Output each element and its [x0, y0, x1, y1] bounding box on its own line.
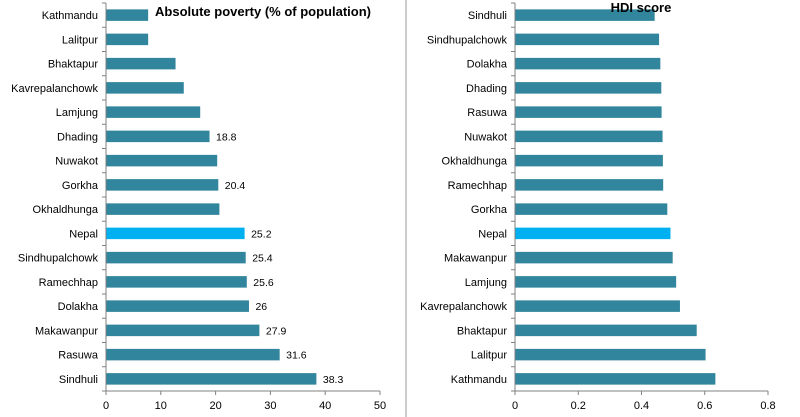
- poverty-category-label: Lamjung: [56, 107, 98, 119]
- hdi-x-tick-label: 0.2: [571, 400, 586, 412]
- hdi-x-tick-label: 0.6: [697, 400, 712, 412]
- poverty-data-label: 25.2: [251, 228, 272, 240]
- poverty-x-tick-label: 40: [319, 400, 331, 412]
- poverty-category-label: Dhading: [57, 131, 98, 143]
- hdi-category-label: Rasuwa: [467, 107, 508, 119]
- hdi-category-label: Lamjung: [465, 277, 507, 289]
- poverty-category-label: Rasuwa: [58, 350, 99, 362]
- hdi-bar-gorkha: [515, 203, 668, 215]
- hdi-category-label: Ramechhap: [448, 180, 507, 192]
- hdi-x-tick-label: 0.8: [760, 400, 775, 412]
- poverty-bar-ramechhap: [106, 276, 247, 288]
- poverty-bar-nuwakot: [106, 154, 218, 167]
- poverty-bar-sindhupalchowk: [106, 251, 246, 264]
- hdi-category-label: Kathmandu: [451, 374, 507, 386]
- hdi-bar-makawanpur: [515, 251, 673, 264]
- poverty-category-label: Sindhuli: [59, 374, 98, 386]
- poverty-bar-bhaktapur: [106, 57, 176, 70]
- poverty-category-label: Gorkha: [62, 180, 99, 192]
- poverty-category-label: Makawanpur: [35, 325, 98, 337]
- hdi-bar-nuwakot: [515, 130, 663, 143]
- poverty-x-tick-label: 30: [264, 400, 276, 412]
- hdi-bar-lalitpur: [515, 348, 706, 361]
- hdi-bar-sindhupalchowk: [515, 33, 660, 46]
- hdi-category-label: Bhaktapur: [457, 325, 507, 337]
- hdi-x-tick-label: 0.4: [634, 400, 649, 412]
- hdi-category-label: Dolakha: [467, 59, 508, 71]
- poverty-category-label: Kathmandu: [42, 10, 98, 22]
- hdi-category-label: Sindhupalchowk: [427, 34, 508, 46]
- hdi-x-tick-label: 0: [512, 400, 518, 412]
- poverty-category-label: Kavrepalanchowk: [11, 83, 98, 95]
- poverty-bar-gorkha: [106, 179, 219, 191]
- poverty-data-label: 27.9: [266, 325, 287, 337]
- hdi-bar-dhading: [515, 82, 662, 94]
- poverty-data-label: 31.6: [286, 350, 307, 362]
- poverty-bar-sindhuli: [106, 373, 317, 385]
- poverty-x-tick-label: 10: [155, 400, 167, 412]
- poverty-x-tick-label: 20: [209, 400, 221, 412]
- poverty-bar-dhading: [106, 130, 210, 143]
- poverty-x-tick-label: 0: [103, 400, 109, 412]
- hdi-bar-nepal: [515, 227, 671, 240]
- poverty-data-label: 26: [255, 301, 267, 313]
- hdi-bar-okhaldhunga: [515, 154, 663, 167]
- poverty-bar-okhaldhunga: [106, 203, 220, 215]
- hdi-category-label: Makawanpur: [444, 253, 507, 265]
- poverty-bar-rasuwa: [106, 348, 280, 361]
- poverty-data-label: 25.4: [252, 253, 273, 265]
- hdi-category-label: Gorkha: [471, 204, 508, 216]
- poverty-bar-kathmandu: [106, 9, 149, 21]
- poverty-data-label: 20.4: [225, 180, 246, 192]
- poverty-chart-title: Absolute poverty (% of population): [155, 4, 371, 19]
- hdi-bar-sindhuli: [515, 9, 655, 21]
- poverty-category-label: Ramechhap: [39, 277, 98, 289]
- poverty-category-label: Nuwakot: [55, 156, 98, 168]
- hdi-category-label: Nepal: [478, 228, 507, 240]
- hdi-bar-kathmandu: [515, 373, 716, 385]
- poverty-bar-nepal: [106, 227, 245, 240]
- poverty-bar-lalitpur: [106, 33, 149, 46]
- hdi-category-label: Sindhuli: [468, 10, 507, 22]
- poverty-bar-dolakha: [106, 300, 249, 312]
- hdi-bar-ramechhap: [515, 179, 664, 191]
- poverty-x-tick-label: 50: [374, 400, 386, 412]
- poverty-data-label: 18.8: [216, 131, 237, 143]
- poverty-data-label: 38.3: [323, 374, 344, 386]
- poverty-category-label: Okhaldhunga: [33, 204, 99, 216]
- hdi-chart-title: HDI score: [611, 0, 672, 15]
- poverty-bar-kavrepalanchowk: [106, 82, 184, 94]
- poverty-bar-lamjung: [106, 106, 201, 118]
- hdi-category-label: Kavrepalanchowk: [420, 301, 507, 313]
- hdi-bar-bhaktapur: [515, 324, 697, 337]
- hdi-bar-dolakha: [515, 57, 661, 70]
- hdi-category-label: Nuwakot: [464, 131, 507, 143]
- hdi-category-label: Lalitpur: [471, 350, 507, 362]
- hdi-bar-lamjung: [515, 276, 677, 288]
- poverty-category-label: Bhaktapur: [48, 59, 98, 71]
- hdi-category-label: Dhading: [466, 83, 507, 95]
- hdi-bar-kavrepalanchowk: [515, 300, 680, 312]
- poverty-category-label: Dolakha: [58, 301, 99, 313]
- poverty-category-label: Lalitpur: [62, 34, 98, 46]
- poverty-bar-makawanpur: [106, 324, 260, 337]
- poverty-category-label: Sindhupalchowk: [18, 253, 99, 265]
- poverty-data-label: 25.6: [253, 277, 274, 289]
- hdi-bar-rasuwa: [515, 106, 662, 118]
- poverty-category-label: Nepal: [69, 228, 98, 240]
- hdi-category-label: Okhaldhunga: [442, 156, 508, 168]
